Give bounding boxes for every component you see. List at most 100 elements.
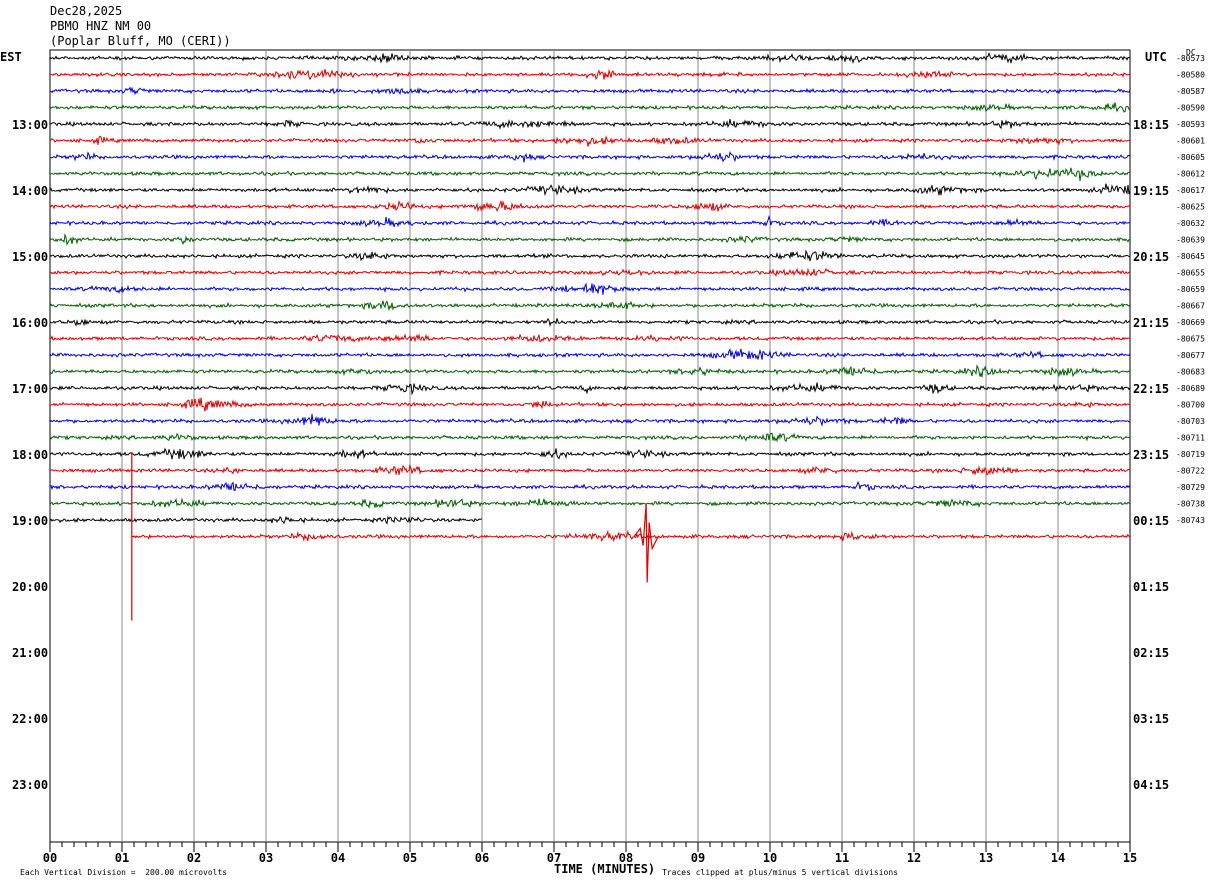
left-hour-label: 17:00: [12, 382, 48, 396]
seismic-trace: [50, 397, 1131, 412]
seismic-trace: [49, 348, 1131, 360]
seismic-trace: [49, 267, 1131, 277]
dc-offset-label: -80667: [1176, 302, 1205, 311]
right-hour-label: 19:15: [1133, 184, 1169, 198]
x-tick-label: 05: [403, 851, 417, 865]
x-tick-label: 09: [691, 851, 705, 865]
event-step: [131, 452, 135, 621]
seismic-trace: [49, 52, 1131, 65]
dc-offset-label: -80655: [1176, 269, 1205, 278]
left-hour-label: 16:00: [12, 316, 48, 330]
seismic-trace: [132, 529, 1131, 543]
x-tick-label: 00: [43, 851, 57, 865]
right-hour-label: 20:15: [1133, 250, 1169, 264]
header-date: Dec28,2025: [50, 4, 123, 18]
dc-offset-label: -80580: [1176, 71, 1205, 80]
left-hour-label: 15:00: [12, 250, 48, 264]
dc-label: DC: [1186, 48, 1196, 57]
x-tick-label: 13: [979, 851, 993, 865]
dc-offset-label: -80700: [1176, 401, 1205, 410]
left-timezone-label: EST: [0, 50, 22, 64]
x-tick-label: 12: [907, 851, 921, 865]
dc-offset-label: -80683: [1176, 368, 1205, 377]
x-tick-label: 11: [835, 851, 849, 865]
seismic-trace: [49, 68, 1131, 81]
dc-offset-label: -80677: [1176, 351, 1205, 360]
dc-offset-label: -80743: [1176, 516, 1205, 525]
seismic-trace: [49, 480, 1131, 492]
dc-offset-label: -80590: [1176, 104, 1205, 113]
right-hour-label: 02:15: [1133, 646, 1169, 660]
seismic-trace: [49, 183, 1131, 197]
dc-offset-label: -80669: [1176, 318, 1205, 327]
x-tick-label: 02: [187, 851, 201, 865]
right-timezone-label: UTC: [1145, 50, 1167, 64]
left-hour-label: 18:00: [12, 448, 48, 462]
seismic-trace: [49, 119, 1131, 130]
header-location: (Poplar Bluff, MO (CERI)): [50, 34, 231, 48]
plot-frame: [49, 49, 1131, 843]
dc-offset-label: -80729: [1176, 483, 1205, 492]
dc-offset-label: -80722: [1176, 467, 1205, 476]
left-hour-label: 13:00: [12, 118, 48, 132]
seismic-trace: [49, 447, 1131, 460]
x-axis-title: TIME (MINUTES): [554, 862, 656, 876]
seismic-trace: [49, 300, 1131, 312]
seismic-trace: [49, 249, 1131, 262]
seismic-trace: [49, 382, 1131, 396]
seismic-trace: [49, 135, 1131, 147]
dc-offset-label: -80719: [1176, 450, 1205, 459]
seismic-trace: [49, 515, 483, 525]
x-tick-label: 01: [115, 851, 129, 865]
x-tick-label: 04: [331, 851, 345, 865]
x-tick-label: 03: [259, 851, 273, 865]
scale-note: Each Vertical Division = 200.00 microvol…: [20, 868, 228, 877]
dc-offset-label: -80639: [1176, 236, 1205, 245]
seismic-trace: [49, 151, 1131, 163]
right-hour-label: 22:15: [1133, 382, 1169, 396]
right-hour-label: 18:15: [1133, 118, 1169, 132]
dc-offset-label: -80738: [1176, 500, 1205, 509]
right-hour-label: 01:15: [1133, 580, 1169, 594]
seismic-trace: [49, 282, 1131, 295]
dc-offset-label: -80632: [1176, 219, 1205, 228]
left-hour-label: 20:00: [12, 580, 48, 594]
seismic-trace: [49, 215, 1131, 228]
seismic-trace: [49, 232, 1130, 247]
dc-offset-label: -80625: [1176, 203, 1205, 212]
left-hour-label: 22:00: [12, 712, 48, 726]
dc-offset-label: -80703: [1176, 417, 1205, 426]
left-hour-label: 14:00: [12, 184, 48, 198]
dc-offset-label: -80689: [1176, 384, 1205, 393]
x-tick-label: 06: [475, 851, 489, 865]
seismic-trace: [49, 413, 1131, 427]
seismic-trace: [49, 364, 1131, 378]
left-hour-label: 21:00: [12, 646, 48, 660]
x-tick-label: 08: [619, 851, 633, 865]
seismic-trace: [49, 318, 1131, 327]
clip-note: Traces clipped at plus/minus 5 vertical …: [662, 868, 899, 877]
seismic-trace: [49, 102, 1131, 113]
dc-offset-label: -80587: [1176, 87, 1205, 96]
event-spike: [633, 503, 659, 583]
dc-offset-label: -80601: [1176, 137, 1205, 146]
dc-offset-label: -80605: [1176, 153, 1205, 162]
right-hour-label: 23:15: [1133, 448, 1169, 462]
left-hour-label: 23:00: [12, 778, 48, 792]
header-station: PBMO HNZ NM 00: [50, 19, 152, 33]
x-tick-label: 07: [547, 851, 561, 865]
dc-offset-label: -80573: [1176, 54, 1205, 63]
seismic-trace: [49, 86, 1131, 96]
seismic-trace: [49, 432, 1131, 443]
left-hour-label: 19:00: [12, 514, 48, 528]
right-hour-label: 00:15: [1133, 514, 1169, 528]
seismic-trace: [49, 333, 1131, 343]
seismic-trace: [49, 463, 1131, 476]
seismic-trace: [49, 199, 1131, 213]
dc-offset-label: -80617: [1176, 186, 1205, 195]
right-hour-label: 04:15: [1133, 778, 1169, 792]
dc-offset-label: -80659: [1176, 285, 1205, 294]
seismic-trace: [50, 167, 1131, 181]
dc-offset-label: -80645: [1176, 252, 1205, 261]
